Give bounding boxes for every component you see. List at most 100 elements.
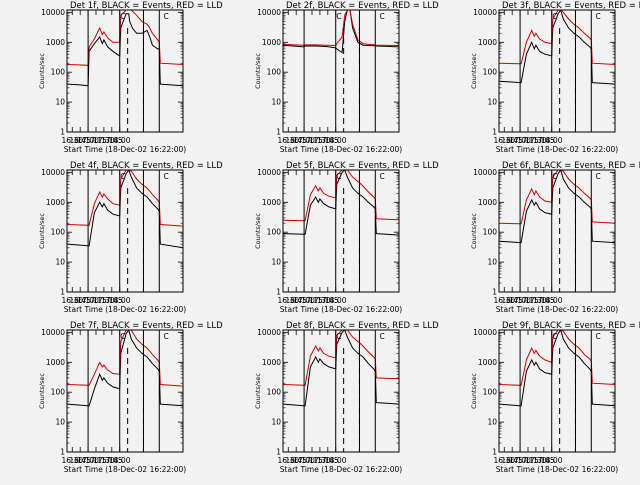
series-group — [67, 330, 183, 407]
series-line-lld-red — [499, 170, 615, 225]
y-tick-label: 1 — [276, 128, 281, 137]
x-tick-label: 16:45 — [69, 136, 91, 145]
y-tick-label: 100 — [267, 228, 282, 237]
series-group — [67, 10, 183, 87]
y-tick-label: 1000 — [262, 358, 281, 367]
y-tick-label: 100 — [51, 228, 66, 237]
x-tick-label: 16:45 — [69, 296, 91, 305]
y-tick-label: 10000 — [41, 328, 65, 337]
panel-title: Det 5f, BLACK = Events, RED = LLD — [286, 161, 439, 171]
panel-title: Det 3f, BLACK = Events, RED = LLD — [502, 1, 640, 11]
x-tick-label: 17:00 — [77, 456, 99, 465]
series-group — [499, 10, 615, 85]
series-group — [283, 10, 399, 54]
series-group — [67, 170, 183, 249]
y-tick-label: 1 — [492, 448, 497, 457]
series-line-events-black — [283, 170, 399, 236]
series-line-events-black — [283, 10, 399, 54]
x-tick-label: 17:45 — [533, 136, 555, 145]
series-line-events-black — [67, 170, 183, 249]
x-tick-label: 17:00 — [293, 296, 315, 305]
panel-det-8: Det 8f, BLACK = Events, RED = LLD Counts/… — [254, 321, 439, 474]
annotation-mark: C — [336, 332, 341, 341]
y-tick-label: 100 — [267, 68, 282, 77]
annotation-mark: C — [164, 172, 169, 181]
annotation-mark: C — [380, 332, 385, 341]
x-tick-label: 17:30 — [525, 296, 547, 305]
series-line-events-black — [499, 170, 615, 244]
y-axis-label: Counts/sec — [470, 213, 478, 249]
annotation-mark: C — [596, 332, 601, 341]
y-tick-label: 1000 — [478, 198, 497, 207]
y-tick-label: 1000 — [262, 38, 281, 47]
x-axis-label: Start Time (18-Dec-02 16:22:00) — [496, 465, 618, 474]
x-tick-label: 18:00 — [109, 136, 131, 145]
y-axis-label: Counts/sec — [38, 53, 46, 89]
plot-frame — [66, 9, 184, 133]
x-axis-label: Start Time (18-Dec-02 16:22:00) — [496, 305, 618, 314]
x-axis-label: Start Time (18-Dec-02 16:22:00) — [64, 145, 186, 154]
y-tick-label: 10000 — [257, 168, 281, 177]
panel-det-4: Det 4f, BLACK = Events, RED = LLD Counts/… — [38, 161, 223, 314]
x-tick-label: 17:30 — [525, 456, 547, 465]
y-tick-label: 1000 — [478, 358, 497, 367]
y-tick-label: 10 — [55, 98, 65, 107]
y-tick-label: 10 — [487, 98, 497, 107]
y-axis-label: Counts/sec — [470, 373, 478, 409]
x-tick-label: 16:45 — [501, 456, 523, 465]
x-tick-label: 16:30 — [61, 296, 83, 305]
y-tick-label: 10000 — [473, 168, 497, 177]
x-tick-label: 18:00 — [109, 456, 131, 465]
plot-frame — [498, 9, 616, 133]
y-tick-label: 10 — [271, 258, 281, 267]
x-tick-label: 18:00 — [109, 296, 131, 305]
y-tick-label: 100 — [51, 388, 66, 397]
x-tick-label: 17:15 — [301, 296, 323, 305]
y-tick-label: 10000 — [257, 8, 281, 17]
y-axis-label: Counts/sec — [254, 213, 262, 249]
y-axis-label: Counts/sec — [38, 213, 46, 249]
x-tick-label: 17:15 — [85, 456, 107, 465]
x-tick-label: 17:30 — [93, 136, 115, 145]
annotation-mark: C — [552, 332, 557, 341]
x-axis-label: Start Time (18-Dec-02 16:22:00) — [280, 145, 402, 154]
x-tick-label: 17:00 — [509, 296, 531, 305]
y-tick-label: 1 — [492, 128, 497, 137]
x-tick-label: 17:30 — [309, 456, 331, 465]
x-tick-label: 17:30 — [309, 136, 331, 145]
x-tick-label: 16:30 — [277, 296, 299, 305]
x-axis-label: Start Time (18-Dec-02 16:22:00) — [64, 305, 186, 314]
panel-title: Det 2f, BLACK = Events, RED = LLD — [286, 1, 439, 11]
x-tick-label: 17:30 — [93, 296, 115, 305]
panel-title: Det 7f, BLACK = Events, RED = LLD — [70, 321, 223, 331]
panel-det-1: Det 1f, BLACK = Events, RED = LLD Counts/… — [38, 1, 223, 154]
plot-frame — [282, 169, 400, 293]
y-tick-label: 10 — [487, 418, 497, 427]
y-axis-label: Counts/sec — [470, 53, 478, 89]
x-tick-label: 18:00 — [325, 296, 347, 305]
series-line-events-black — [67, 330, 183, 407]
y-tick-label: 1000 — [46, 198, 65, 207]
y-tick-label: 10000 — [473, 8, 497, 17]
y-tick-label: 1 — [276, 448, 281, 457]
x-tick-label: 17:00 — [77, 296, 99, 305]
y-tick-label: 10000 — [473, 328, 497, 337]
y-tick-label: 100 — [483, 228, 498, 237]
y-axis-label: Counts/sec — [38, 373, 46, 409]
x-tick-label: 17:00 — [77, 136, 99, 145]
annotation-mark: C — [164, 332, 169, 341]
annotation-mark: C — [552, 172, 557, 181]
x-tick-label: 16:45 — [501, 296, 523, 305]
plot-frame — [498, 329, 616, 453]
y-tick-label: 100 — [483, 68, 498, 77]
x-tick-label: 18:00 — [541, 136, 563, 145]
x-tick-label: 17:30 — [309, 296, 331, 305]
x-tick-label: 17:45 — [101, 296, 123, 305]
series-line-lld-red — [499, 330, 615, 386]
x-tick-label: 17:15 — [517, 296, 539, 305]
panel-title: Det 8f, BLACK = Events, RED = LLD — [286, 321, 439, 331]
annotation-mark: C — [596, 12, 601, 21]
y-tick-label: 10 — [271, 418, 281, 427]
